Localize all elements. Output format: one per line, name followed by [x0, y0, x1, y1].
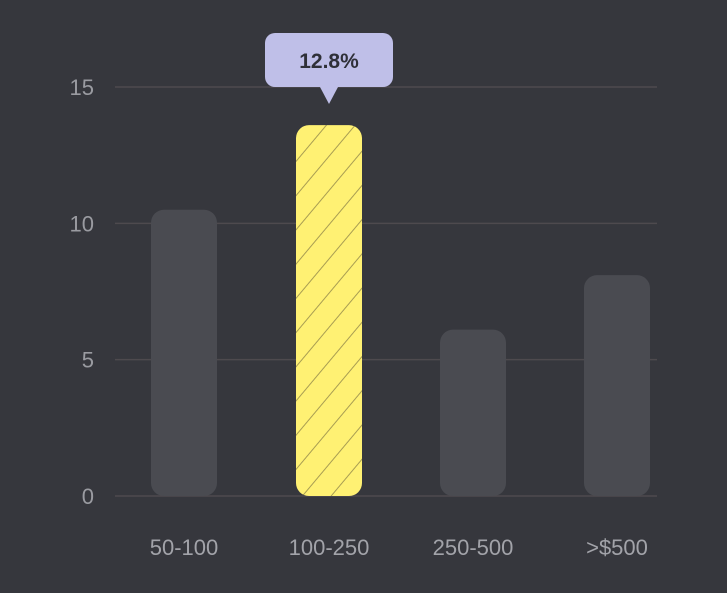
bar-highlighted[interactable] — [296, 125, 362, 496]
tooltip-label: 12.8% — [299, 50, 359, 73]
tooltip-arrow — [320, 87, 338, 104]
x-tick-label: 250-500 — [433, 535, 514, 560]
tooltip-box — [265, 33, 393, 87]
y-tick-label: 15 — [70, 75, 94, 100]
x-tick-label: 100-250 — [289, 535, 370, 560]
y-tick-label: 0 — [82, 484, 94, 509]
x-tick-label: 50-100 — [150, 535, 219, 560]
y-tick-label: 5 — [82, 348, 94, 373]
x-tick-label: >$500 — [586, 535, 648, 560]
x-axis-labels: 50-100 100-250 250-500 >$500 — [150, 535, 648, 560]
value-tooltip: 12.8% — [265, 33, 393, 104]
y-tick-label: 10 — [70, 211, 94, 236]
bar[interactable] — [440, 329, 506, 496]
bar[interactable] — [151, 209, 217, 496]
bar[interactable] — [584, 275, 650, 496]
bars — [151, 125, 650, 496]
y-axis-ticks: 0 5 10 15 — [70, 75, 94, 509]
